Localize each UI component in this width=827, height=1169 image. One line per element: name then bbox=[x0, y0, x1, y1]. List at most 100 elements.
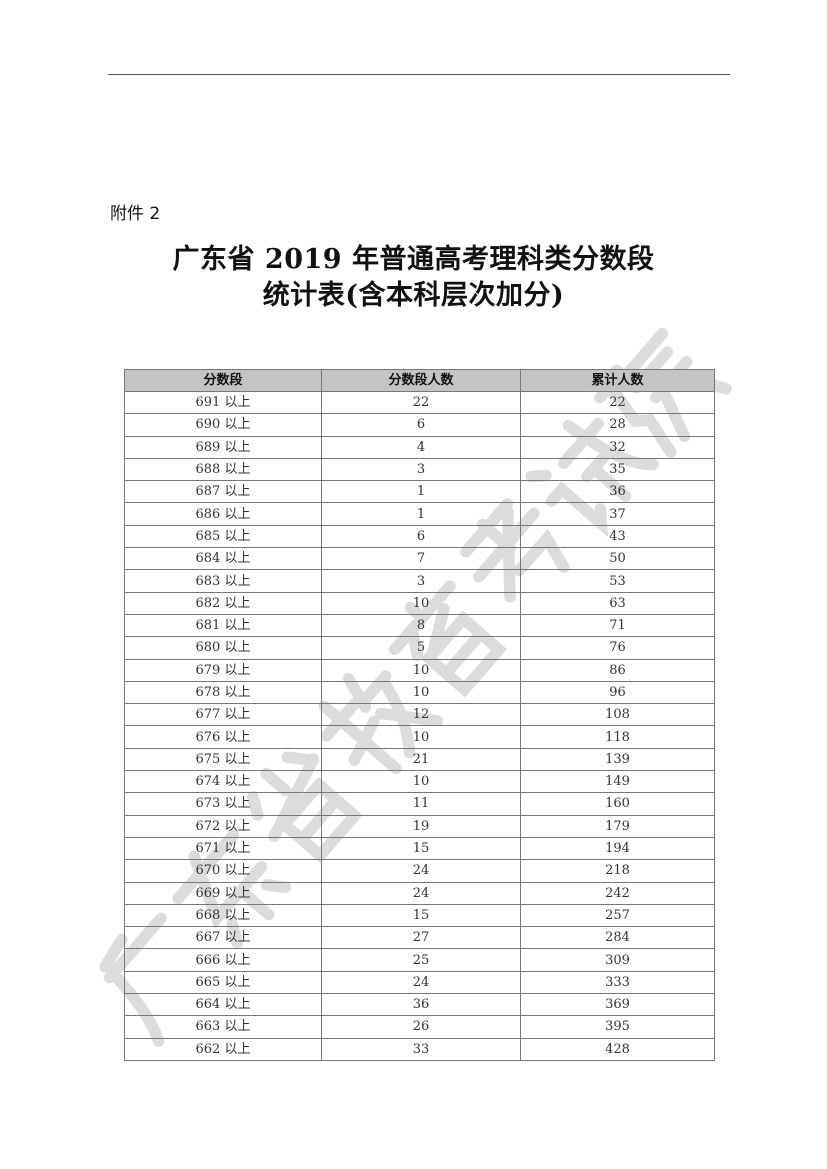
table-row: 662 以上 33 428 bbox=[124, 1037, 715, 1061]
cell-score-range: 690 以上 bbox=[124, 413, 322, 437]
cell-count: 1 bbox=[321, 502, 521, 526]
cell-cumulative: 96 bbox=[520, 680, 715, 705]
cell-cumulative: 333 bbox=[520, 970, 715, 995]
cell-score-range: 676 以上 bbox=[124, 725, 322, 749]
cell-count: 7 bbox=[321, 547, 521, 571]
cell-score-range: 665 以上 bbox=[124, 970, 322, 995]
cell-count: 24 bbox=[321, 859, 521, 883]
cell-cumulative: 428 bbox=[520, 1037, 715, 1061]
cell-count: 6 bbox=[321, 524, 521, 549]
table-row: 686 以上 1 37 bbox=[124, 502, 715, 526]
table-row: 666 以上 25 309 bbox=[124, 948, 715, 972]
table-row: 669 以上 24 242 bbox=[124, 881, 715, 905]
cell-count: 10 bbox=[321, 680, 521, 705]
cell-cumulative: 28 bbox=[520, 413, 715, 437]
table-row: 672 以上 19 179 bbox=[124, 814, 715, 838]
cell-count: 3 bbox=[321, 569, 521, 593]
table-row: 670 以上 24 218 bbox=[124, 859, 715, 883]
cell-count: 24 bbox=[321, 881, 521, 905]
table-row: 688 以上 3 35 bbox=[124, 457, 715, 482]
cell-cumulative: 179 bbox=[520, 814, 715, 838]
cell-cumulative: 139 bbox=[520, 747, 715, 772]
cell-count: 22 bbox=[321, 390, 521, 415]
table-row: 664 以上 36 369 bbox=[124, 993, 715, 1017]
table-row: 679 以上 10 86 bbox=[124, 658, 715, 682]
table-row: 676 以上 10 118 bbox=[124, 725, 715, 749]
cell-count: 8 bbox=[321, 613, 521, 638]
header-count: 分数段人数 bbox=[321, 369, 521, 392]
table-row: 675 以上 21 139 bbox=[124, 747, 715, 772]
table-header-row: 分数段 分数段人数 累计人数 bbox=[124, 369, 715, 392]
score-distribution-table: 分数段 分数段人数 累计人数 691 以上 22 22 690 以上 6 28 689 以上… bbox=[124, 369, 715, 1061]
table-row: 668 以上 15 257 bbox=[124, 903, 715, 928]
table-row: 667 以上 27 284 bbox=[124, 926, 715, 950]
cell-count: 10 bbox=[321, 658, 521, 682]
cell-score-range: 682 以上 bbox=[124, 591, 322, 615]
cell-cumulative: 53 bbox=[520, 569, 715, 593]
cell-cumulative: 242 bbox=[520, 881, 715, 905]
cell-cumulative: 36 bbox=[520, 480, 715, 504]
cell-cumulative: 37 bbox=[520, 502, 715, 526]
cell-cumulative: 76 bbox=[520, 636, 715, 660]
cell-cumulative: 118 bbox=[520, 725, 715, 749]
cell-count: 25 bbox=[321, 948, 521, 972]
cell-count: 4 bbox=[321, 435, 521, 459]
cell-cumulative: 284 bbox=[520, 926, 715, 950]
cell-score-range: 664 以上 bbox=[124, 993, 322, 1017]
table-row: 685 以上 6 43 bbox=[124, 524, 715, 549]
table-row: 673 以上 11 160 bbox=[124, 792, 715, 816]
cell-cumulative: 32 bbox=[520, 435, 715, 459]
cell-score-range: 672 以上 bbox=[124, 814, 322, 838]
cell-count: 24 bbox=[321, 970, 521, 995]
cell-count: 33 bbox=[321, 1037, 521, 1061]
cell-cumulative: 369 bbox=[520, 993, 715, 1017]
table-row: 671 以上 15 194 bbox=[124, 836, 715, 861]
cell-count: 27 bbox=[321, 926, 521, 950]
cell-cumulative: 194 bbox=[520, 836, 715, 861]
cell-score-range: 667 以上 bbox=[124, 926, 322, 950]
cell-cumulative: 43 bbox=[520, 524, 715, 549]
cell-score-range: 691 以上 bbox=[124, 390, 322, 415]
cell-count: 26 bbox=[321, 1015, 521, 1039]
cell-cumulative: 395 bbox=[520, 1015, 715, 1039]
cell-count: 3 bbox=[321, 457, 521, 482]
document-title-line2: 统计表(含本科层次加分) bbox=[262, 280, 565, 311]
cell-score-range: 673 以上 bbox=[124, 792, 322, 816]
cell-score-range: 681 以上 bbox=[124, 613, 322, 638]
cell-score-range: 688 以上 bbox=[124, 457, 322, 482]
cell-count: 36 bbox=[321, 993, 521, 1017]
cell-score-range: 675 以上 bbox=[124, 747, 322, 772]
cell-count: 1 bbox=[321, 480, 521, 504]
cell-score-range: 674 以上 bbox=[124, 770, 322, 794]
cell-count: 12 bbox=[321, 703, 521, 727]
cell-score-range: 680 以上 bbox=[124, 636, 322, 660]
cell-score-range: 687 以上 bbox=[124, 480, 322, 504]
cell-count: 10 bbox=[321, 725, 521, 749]
cell-cumulative: 160 bbox=[520, 792, 715, 816]
cell-count: 15 bbox=[321, 903, 521, 928]
cell-score-range: 670 以上 bbox=[124, 859, 322, 883]
cell-cumulative: 86 bbox=[520, 658, 715, 682]
cell-cumulative: 22 bbox=[520, 390, 715, 415]
cell-cumulative: 63 bbox=[520, 591, 715, 615]
cell-score-range: 679 以上 bbox=[124, 658, 322, 682]
cell-score-range: 668 以上 bbox=[124, 903, 322, 928]
cell-score-range: 684 以上 bbox=[124, 547, 322, 571]
table-row: 690 以上 6 28 bbox=[124, 413, 715, 437]
cell-score-range: 689 以上 bbox=[124, 435, 322, 459]
cell-score-range: 677 以上 bbox=[124, 703, 322, 727]
cell-count: 6 bbox=[321, 413, 521, 437]
cell-score-range: 663 以上 bbox=[124, 1015, 322, 1039]
cell-cumulative: 149 bbox=[520, 770, 715, 794]
cell-cumulative: 108 bbox=[520, 703, 715, 727]
header-cumulative: 累计人数 bbox=[520, 369, 715, 392]
cell-cumulative: 71 bbox=[520, 613, 715, 638]
cell-count: 11 bbox=[321, 792, 521, 816]
cell-cumulative: 309 bbox=[520, 948, 715, 972]
cell-score-range: 683 以上 bbox=[124, 569, 322, 593]
cell-count: 10 bbox=[321, 770, 521, 794]
cell-score-range: 671 以上 bbox=[124, 836, 322, 861]
cell-cumulative: 218 bbox=[520, 859, 715, 883]
cell-count: 19 bbox=[321, 814, 521, 838]
document-title-line1: 广东省 2019 年普通高考理科类分数段 bbox=[172, 244, 655, 275]
